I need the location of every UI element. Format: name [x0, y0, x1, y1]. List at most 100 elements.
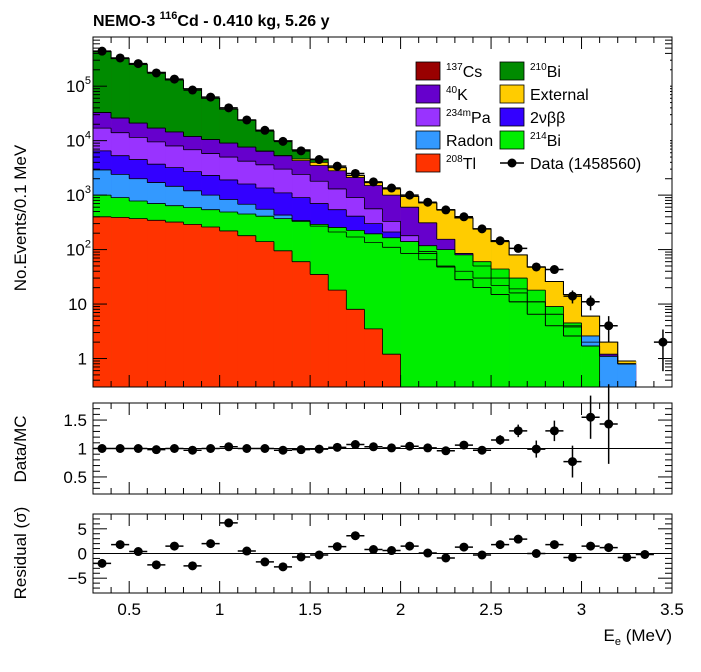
hist-bar: [400, 241, 419, 387]
hist-bar: [418, 245, 438, 387]
hist-bar: [364, 328, 383, 387]
hist-bar: [165, 222, 184, 387]
data-point: [368, 177, 378, 187]
hist-bar: [201, 226, 220, 387]
legend-entry-c1-2: 234mPa: [415, 107, 491, 127]
residual-point: [260, 557, 270, 567]
x-axis-label-sub: e: [615, 636, 621, 648]
stack-edge: [93, 216, 401, 387]
y-tick-label: 10: [68, 295, 87, 314]
x-tick-label: 2.5: [479, 600, 503, 619]
hist-bar: [617, 363, 637, 387]
title-main: NEMO-3: [93, 13, 160, 30]
residual-point: [188, 561, 198, 571]
residual-point: [604, 543, 614, 553]
hist-bar: [346, 309, 365, 387]
legend-label: 137Cs: [446, 62, 482, 81]
stack-edge: [93, 112, 636, 365]
legend-entry-c2-1: External: [499, 84, 589, 104]
ratio-point: [405, 441, 415, 451]
residual-point: [296, 552, 306, 562]
residual-point: [133, 547, 143, 557]
ratio-point: [495, 435, 505, 445]
data-point: [658, 337, 668, 347]
residual-point: [459, 542, 469, 552]
legend-swatch: [415, 61, 441, 81]
hist-bar: [382, 237, 401, 387]
data-point: [224, 103, 234, 113]
legend-swatch: [499, 130, 525, 150]
title-isotope: 116: [160, 10, 178, 22]
stack-edge: [93, 169, 636, 365]
residual-point: [477, 550, 487, 560]
y-axis-label: No.Events/0.1 MeV: [11, 144, 30, 291]
hist-bar: [147, 220, 166, 387]
ratio-point: [423, 443, 433, 453]
legend-marker: [507, 158, 517, 168]
data-point: [296, 146, 306, 156]
ratio-point: [387, 443, 397, 453]
ratio-y-tick-label: 1.5: [63, 411, 87, 430]
hist-bar: [545, 306, 564, 387]
legend-background: [408, 57, 670, 175]
legend-swatch: [415, 130, 441, 150]
ratio-point: [586, 412, 596, 422]
hist-bar: [255, 241, 275, 387]
ratio-point: [549, 426, 559, 436]
legend-swatch: [499, 107, 525, 127]
ratio-point: [278, 445, 288, 455]
residual-y-tick-label: 0: [78, 545, 87, 564]
hist-bar: [454, 254, 474, 387]
ratio-point: [332, 442, 342, 452]
data-point: [188, 85, 198, 95]
title-rest: Cd - 0.410 kg, 5.26 y: [177, 13, 329, 30]
legend-label: 40K: [446, 85, 468, 104]
residual-point: [423, 548, 433, 558]
residual-point: [224, 518, 234, 528]
data-point: [477, 224, 487, 234]
residual-point: [242, 546, 252, 556]
residual-panel: −5 0 5 0.5 1 1.5 2 2.5 3 3.5: [68, 513, 684, 619]
residual-point: [332, 542, 342, 552]
legend-entry-c2-0: 210Bi: [499, 61, 561, 81]
residual-y-tick-label: 5: [78, 520, 87, 539]
data-point: [169, 74, 179, 84]
legend-swatch: [415, 107, 441, 127]
x-axis-label: Ee (MeV): [604, 626, 672, 648]
data-point: [567, 291, 577, 301]
y-tick-label: 102: [66, 239, 91, 260]
ratio-point: [368, 442, 378, 452]
legend-swatch: [415, 153, 441, 173]
residual-point: [567, 552, 577, 562]
legend-entry-c1-1: 40K: [415, 84, 468, 104]
data-point: [350, 168, 360, 178]
y-tick-label: 1: [78, 350, 87, 369]
x-tick-label: 0.5: [117, 600, 141, 619]
hist-bar: [237, 235, 257, 387]
ratio-point: [459, 440, 469, 450]
residual-point: [586, 541, 596, 551]
x-tick-label: 1: [215, 600, 224, 619]
ratio-point: [133, 444, 143, 453]
data-point: [495, 236, 505, 246]
data-point: [531, 262, 541, 272]
data-point: [387, 183, 397, 193]
data-point: [441, 205, 451, 215]
data-point: [513, 243, 523, 253]
ratio-point: [604, 419, 614, 429]
hist-bar: [509, 278, 528, 387]
x-tick-label: 3.5: [660, 600, 684, 619]
residual-point: [278, 562, 288, 572]
hist-bar: [93, 216, 112, 387]
data-point: [133, 59, 143, 69]
legend-entry-c1-3: Radon: [415, 130, 493, 150]
data-point: [332, 161, 342, 171]
residual-point: [441, 553, 451, 563]
ratio-point: [441, 446, 451, 456]
ratio-point: [206, 444, 216, 453]
ratio-point: [151, 445, 161, 455]
residual-point: [640, 549, 650, 559]
data-point: [260, 125, 270, 135]
x-tick-label: 3: [577, 600, 586, 619]
